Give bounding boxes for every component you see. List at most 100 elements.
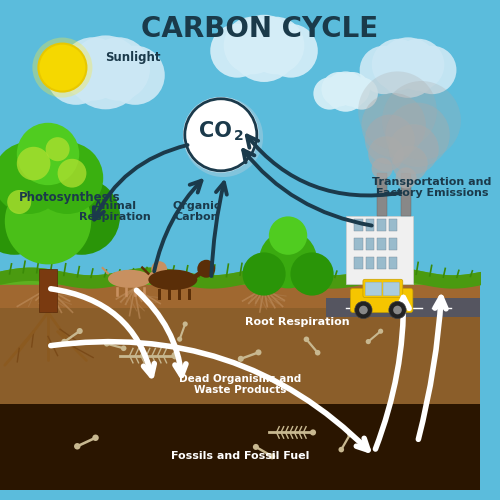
- FancyArrowPatch shape: [243, 150, 372, 226]
- Circle shape: [386, 102, 450, 167]
- Circle shape: [106, 46, 165, 105]
- Circle shape: [355, 302, 372, 318]
- Bar: [366, 219, 374, 231]
- Circle shape: [17, 123, 79, 185]
- Circle shape: [247, 16, 304, 74]
- Circle shape: [264, 24, 318, 78]
- Circle shape: [17, 147, 50, 180]
- Bar: [354, 238, 363, 250]
- Circle shape: [304, 336, 309, 342]
- Bar: [0, 284, 480, 404]
- FancyArrowPatch shape: [376, 298, 409, 449]
- Circle shape: [31, 142, 103, 214]
- Text: Organic
Carbon: Organic Carbon: [172, 201, 221, 222]
- Text: Transportation and
Factory Emissions: Transportation and Factory Emissions: [372, 177, 492, 199]
- Circle shape: [62, 339, 68, 345]
- Text: Photosynthesis: Photosynthesis: [19, 190, 121, 203]
- FancyArrowPatch shape: [247, 136, 400, 196]
- Text: CARBON CYCLE: CARBON CYCLE: [140, 15, 378, 43]
- Circle shape: [74, 443, 80, 450]
- Circle shape: [86, 37, 150, 100]
- Circle shape: [76, 328, 82, 334]
- Circle shape: [346, 78, 378, 110]
- Circle shape: [230, 15, 298, 82]
- Circle shape: [185, 99, 257, 171]
- Text: Fossils and Fossil Fuel: Fossils and Fossil Fuel: [171, 452, 309, 462]
- Circle shape: [290, 252, 334, 296]
- Circle shape: [46, 46, 106, 105]
- Circle shape: [104, 341, 110, 346]
- Circle shape: [392, 39, 444, 90]
- Bar: [389, 257, 398, 269]
- FancyArrowPatch shape: [51, 289, 154, 376]
- Circle shape: [326, 72, 366, 112]
- Circle shape: [372, 158, 392, 179]
- Circle shape: [68, 36, 142, 110]
- Bar: [366, 238, 374, 250]
- Circle shape: [0, 178, 53, 255]
- Circle shape: [392, 146, 428, 182]
- Circle shape: [378, 328, 383, 334]
- Circle shape: [0, 149, 96, 245]
- FancyBboxPatch shape: [366, 282, 382, 296]
- Circle shape: [172, 352, 179, 360]
- Bar: [354, 219, 363, 231]
- Circle shape: [92, 434, 99, 441]
- Circle shape: [310, 430, 316, 436]
- Ellipse shape: [148, 270, 198, 290]
- Circle shape: [183, 97, 259, 172]
- Circle shape: [259, 231, 317, 288]
- Circle shape: [58, 159, 86, 188]
- Bar: [366, 257, 374, 269]
- Circle shape: [269, 216, 307, 255]
- Circle shape: [366, 339, 371, 344]
- Circle shape: [238, 356, 244, 362]
- Circle shape: [242, 252, 286, 296]
- FancyBboxPatch shape: [363, 280, 403, 297]
- Circle shape: [347, 432, 353, 438]
- Bar: [326, 298, 480, 317]
- Circle shape: [256, 350, 262, 356]
- Text: Root Respiration: Root Respiration: [246, 317, 350, 327]
- Bar: [354, 257, 363, 269]
- Circle shape: [336, 72, 370, 106]
- Bar: [378, 238, 386, 250]
- Circle shape: [393, 306, 402, 314]
- Circle shape: [7, 190, 31, 214]
- FancyArrowPatch shape: [136, 290, 186, 376]
- Text: 2: 2: [234, 128, 244, 142]
- FancyArrowPatch shape: [212, 182, 227, 276]
- Circle shape: [382, 81, 461, 160]
- Circle shape: [253, 444, 259, 450]
- FancyArrowPatch shape: [51, 342, 368, 450]
- Circle shape: [360, 46, 408, 94]
- Bar: [377, 173, 388, 216]
- Text: Dead Organisms and
Waste Products: Dead Organisms and Waste Products: [179, 374, 301, 395]
- FancyBboxPatch shape: [383, 282, 400, 296]
- Circle shape: [269, 454, 275, 460]
- Circle shape: [177, 336, 182, 342]
- Circle shape: [62, 37, 124, 100]
- Circle shape: [359, 306, 368, 314]
- Circle shape: [43, 178, 120, 255]
- Circle shape: [372, 39, 424, 90]
- Circle shape: [5, 178, 91, 264]
- Circle shape: [46, 137, 70, 161]
- Circle shape: [121, 346, 126, 351]
- Circle shape: [315, 350, 320, 356]
- Bar: [378, 219, 386, 231]
- FancyArrowPatch shape: [154, 180, 202, 272]
- Circle shape: [210, 24, 264, 78]
- FancyArrowPatch shape: [418, 298, 446, 440]
- FancyArrowPatch shape: [94, 145, 188, 220]
- Circle shape: [38, 44, 86, 92]
- Circle shape: [389, 124, 439, 174]
- Bar: [40, 269, 56, 312]
- Bar: [378, 257, 386, 269]
- Circle shape: [224, 16, 282, 74]
- Circle shape: [182, 322, 188, 326]
- Circle shape: [198, 260, 216, 278]
- Circle shape: [184, 98, 263, 177]
- Circle shape: [358, 72, 437, 150]
- Circle shape: [314, 78, 346, 110]
